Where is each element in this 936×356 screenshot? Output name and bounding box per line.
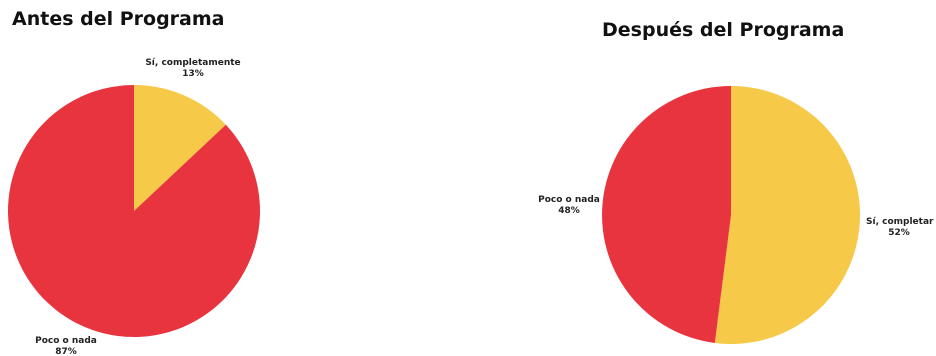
chart-title-antes: Antes del Programa (12, 8, 225, 30)
pie-2-slice-2 (602, 86, 731, 343)
pie-1-slice-2-value: 87% (55, 347, 77, 356)
pie-1-slice-2-label: Poco o nada (35, 336, 97, 346)
pie-1-slice-2 (7, 85, 260, 338)
pie-2-slice-2-value: 48% (558, 206, 580, 216)
pie-1-slice-1 (134, 85, 226, 211)
pie-1-slice-1-value: 13% (182, 69, 204, 79)
pie-2-slice-1-value: 52% (888, 228, 910, 238)
chart-title-despues: Después del Programa (602, 19, 845, 41)
pie-2-slice-2-label: Poco o nada (538, 195, 600, 205)
pie-1-slice-1-label: Sí, completamente (145, 58, 240, 68)
pie-2-slice-1-label: Sí, completar (866, 217, 934, 227)
pie-2-slice-1 (714, 85, 861, 344)
